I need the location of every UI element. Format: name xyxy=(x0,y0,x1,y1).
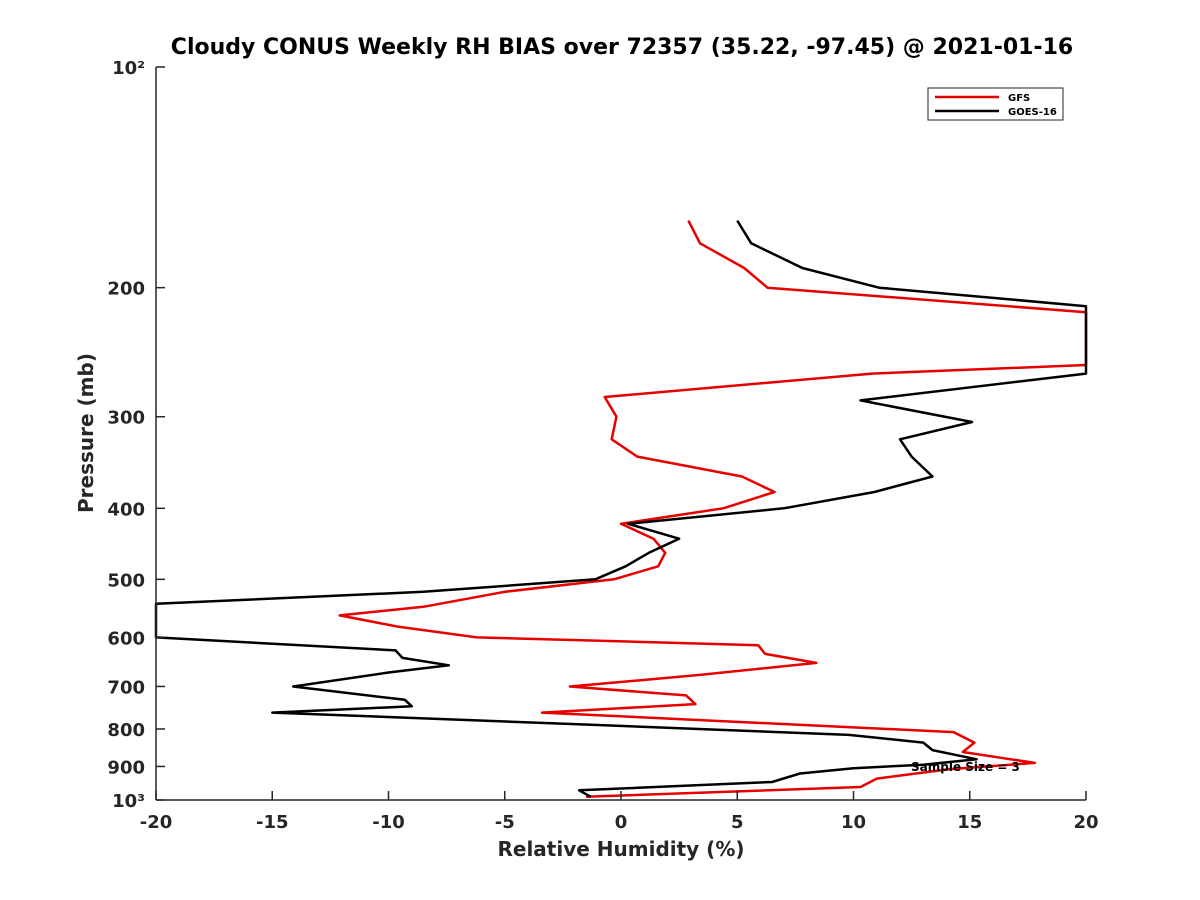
chart-title: Cloudy CONUS Weekly RH BIAS over 72357 (… xyxy=(171,35,1073,60)
x-axis-label: Relative Humidity (%) xyxy=(497,837,744,861)
x-tick-label: 10 xyxy=(841,812,866,833)
y-tick-label: 700 xyxy=(107,677,145,698)
x-tick-label: 15 xyxy=(957,812,982,833)
x-tick-label: -20 xyxy=(140,812,173,833)
legend-label-goes16: GOES-16 xyxy=(1008,107,1057,118)
x-tick-label: 0 xyxy=(615,812,628,833)
x-tick-label: -15 xyxy=(256,812,289,833)
y-tick-label: 500 xyxy=(107,570,145,591)
y-tick-label: 400 xyxy=(107,499,145,520)
x-tick-label: -5 xyxy=(495,812,515,833)
y-tick-label: 800 xyxy=(107,720,145,741)
series-line-gfs xyxy=(338,220,1088,799)
y-tick-label: 200 xyxy=(107,279,145,300)
y-tick-label: 600 xyxy=(107,628,145,649)
y-axis-label: Pressure (mb) xyxy=(74,353,98,513)
legend: GFS GOES-16 xyxy=(927,87,1064,121)
x-tick-label: 5 xyxy=(731,812,744,833)
x-tick-label: -10 xyxy=(372,812,405,833)
y-tick-label: 10³ xyxy=(112,791,145,812)
x-ticks: -20 -15 -10 -5 0 5 10 15 20 xyxy=(140,791,1099,833)
sample-size-annotation: Sample Size = 3 xyxy=(911,760,1020,774)
y-tick-label: 300 xyxy=(107,408,145,429)
y-ticks: 10² 200 300 400 500 600 700 800 900 10³ xyxy=(107,58,165,812)
x-tick-label: 20 xyxy=(1073,812,1098,833)
legend-box xyxy=(927,87,1064,121)
y-tick-label: 10² xyxy=(112,58,145,79)
y-tick-label: 900 xyxy=(107,757,145,778)
legend-label-gfs: GFS xyxy=(1008,93,1030,104)
